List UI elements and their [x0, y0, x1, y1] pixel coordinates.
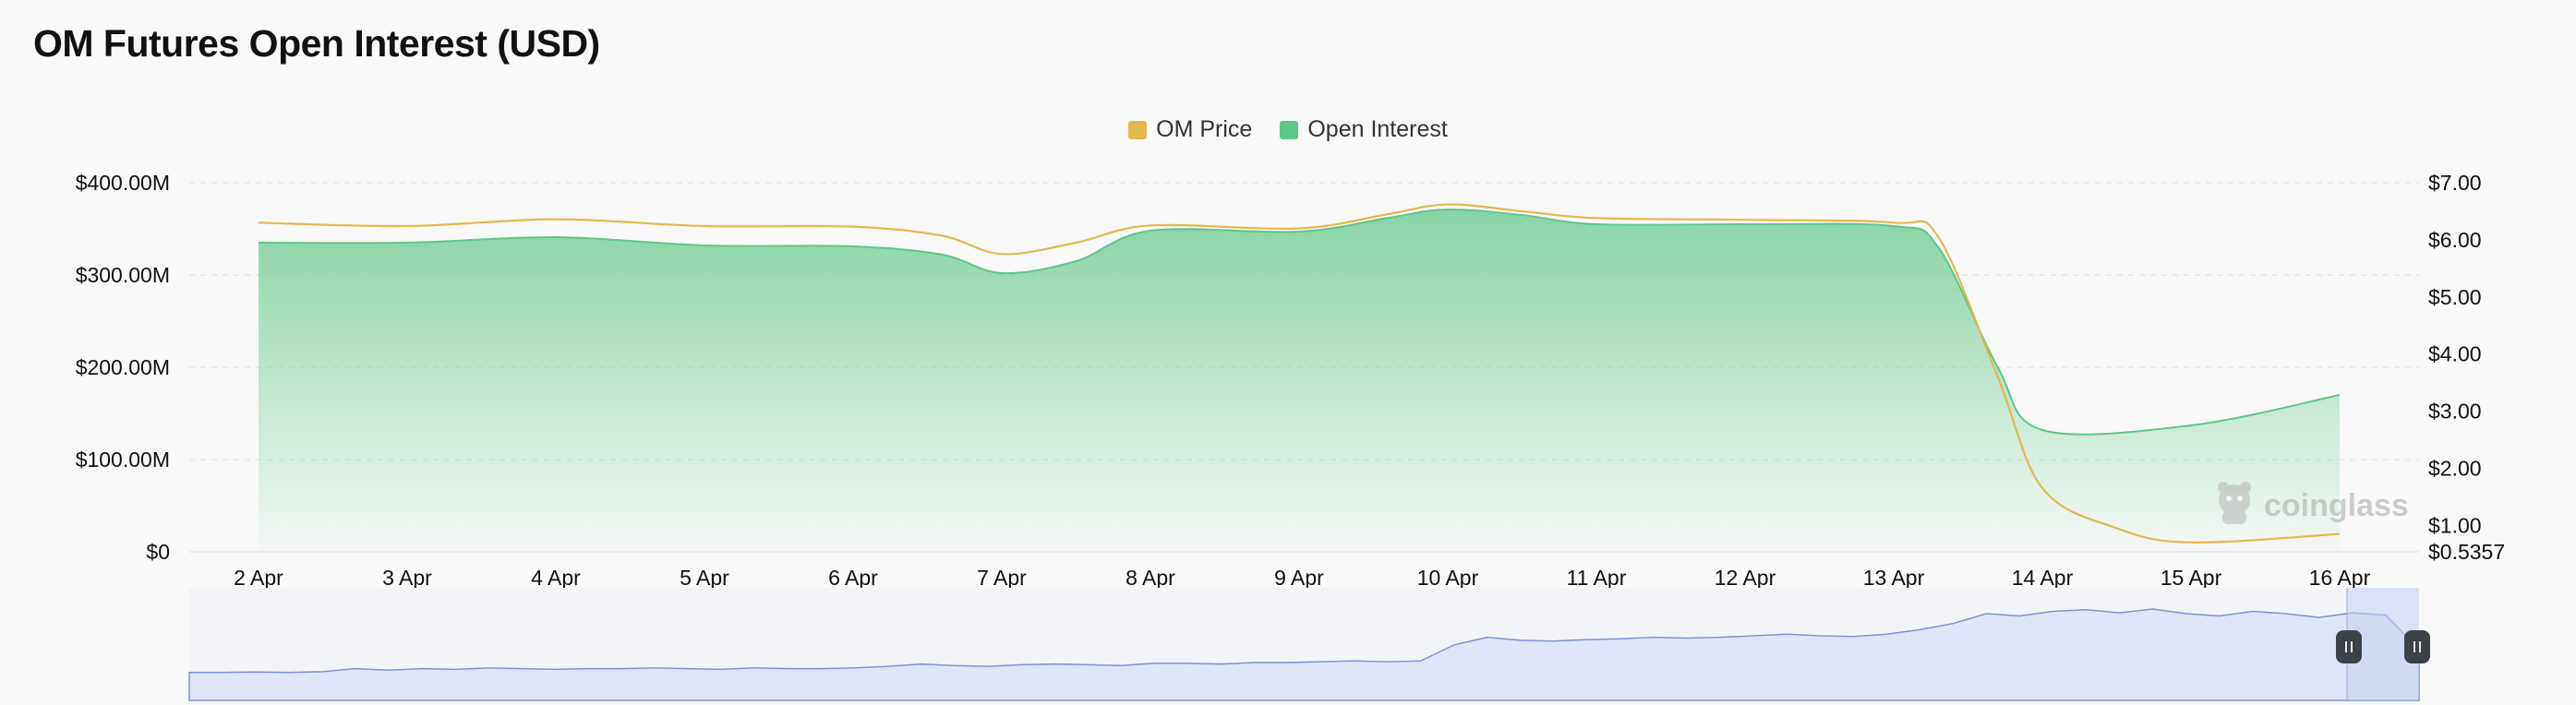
x-tick-label: 12 Apr — [1715, 566, 1776, 590]
legend-swatch-open-interest — [1280, 120, 1299, 139]
y-right-tick-label: $7.00 — [2428, 171, 2482, 195]
y-right-tick-label: $6.00 — [2428, 228, 2482, 252]
legend-item-open-interest[interactable]: Open Interest — [1280, 116, 1448, 143]
y-right-tick-label: $0.5357 — [2428, 540, 2505, 564]
y-right-tick-label: $4.00 — [2428, 342, 2482, 366]
x-tick-label: 7 Apr — [977, 566, 1027, 590]
y-right-tick-label: $5.00 — [2428, 285, 2482, 309]
watermark: coinglass — [2218, 482, 2409, 524]
x-tick-label: 8 Apr — [1125, 566, 1175, 590]
open-interest-area — [259, 209, 2340, 553]
x-tick-label: 16 Apr — [2309, 566, 2371, 590]
y-right-tick-label: $1.00 — [2428, 513, 2482, 537]
y-left-tick-label: $300.00M — [76, 263, 170, 287]
om-price-line — [258, 203, 2341, 544]
chart-title: OM Futures Open Interest (USD) — [33, 22, 600, 65]
x-tick-label: 13 Apr — [1863, 566, 1925, 590]
x-tick-label: 5 Apr — [680, 566, 729, 590]
left-axis: $0 $100.00M $200.00M $300.00M $400.00M — [76, 171, 170, 564]
x-tick-label: 11 Apr — [1567, 566, 1627, 590]
legend-swatch-om-price — [1128, 120, 1148, 139]
x-tick-label: 14 Apr — [2012, 566, 2074, 590]
x-tick-label: 3 Apr — [382, 566, 432, 590]
x-tick-label: 4 Apr — [531, 566, 581, 590]
legend: OM Price Open Interest — [0, 116, 2576, 143]
y-left-tick-label: $200.00M — [76, 355, 170, 379]
legend-label-open-interest: Open Interest — [1307, 116, 1448, 142]
legend-label-om-price: OM Price — [1156, 116, 1253, 142]
navigator-area — [188, 608, 2420, 701]
om-price-line-group — [258, 203, 2341, 544]
open-interest-area-group — [258, 208, 2341, 553]
navigator-handle-right[interactable] — [2404, 630, 2430, 663]
open-interest-line — [258, 208, 2341, 436]
navigator-handle-left[interactable] — [2336, 630, 2362, 663]
watermark-text: coinglass — [2264, 488, 2409, 523]
x-tick-label: 15 Apr — [2161, 566, 2222, 590]
x-axis: 2 Apr 3 Apr 4 Apr 5 Apr 6 Apr 7 Apr 8 Apr 9 Apr… — [234, 566, 2370, 590]
y-left-tick-label: $400.00M — [76, 171, 170, 195]
y-left-tick-label: $0 — [146, 540, 170, 564]
range-navigator[interactable] — [188, 588, 2430, 701]
right-axis: $0.5357 $1.00 $2.00 $3.00 $4.00 $5.00 $6.00 $7.… — [2428, 171, 2505, 564]
y-left-tick-label: $100.00M — [76, 448, 170, 472]
x-tick-label: 6 Apr — [828, 566, 878, 590]
legend-item-om-price[interactable]: OM Price — [1128, 116, 1252, 143]
x-tick-label: 2 Apr — [234, 566, 283, 590]
y-right-tick-label: $2.00 — [2428, 456, 2482, 480]
x-tick-label: 10 Apr — [1417, 566, 1479, 590]
x-tick-label: 9 Apr — [1274, 566, 1324, 590]
coinglass-logo-icon — [2218, 482, 2251, 524]
y-right-tick-label: $3.00 — [2428, 400, 2482, 424]
